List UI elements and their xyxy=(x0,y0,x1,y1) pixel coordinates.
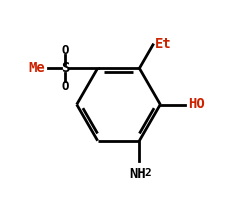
Text: 2: 2 xyxy=(145,168,151,178)
Text: O: O xyxy=(61,80,69,93)
Text: O: O xyxy=(61,44,69,57)
Text: S: S xyxy=(61,61,69,75)
Text: HO: HO xyxy=(188,98,205,111)
Text: Et: Et xyxy=(155,37,172,51)
Text: Me: Me xyxy=(29,61,45,75)
Text: NH: NH xyxy=(129,167,146,181)
